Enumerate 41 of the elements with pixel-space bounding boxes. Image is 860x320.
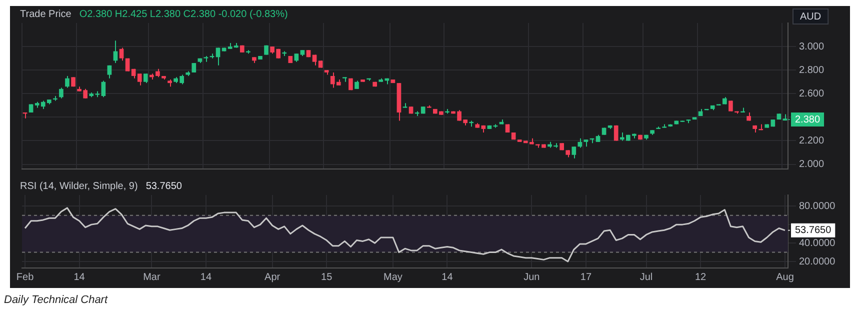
x-tick-label: Apr xyxy=(264,272,281,283)
y-tick-label: 80.0000 xyxy=(799,200,836,212)
x-tick-label: May xyxy=(383,272,402,283)
candlestick xyxy=(65,75,70,88)
candlestick xyxy=(119,47,124,62)
x-tick-label: 15 xyxy=(321,272,333,283)
annotation: 53.7650 xyxy=(795,225,832,236)
text: Daily Technical Chart xyxy=(4,294,108,306)
x-tick-label: 17 xyxy=(580,272,592,283)
candlestick xyxy=(125,58,130,72)
candlestick xyxy=(101,80,106,98)
annotation: 2.380 xyxy=(795,114,820,126)
x-tick-label: 14 xyxy=(442,272,454,283)
y-tick-label: 20.0000 xyxy=(799,256,836,268)
candlestick xyxy=(192,62,196,73)
y-tick-label: 2.800 xyxy=(799,64,824,76)
x-tick-label: 14 xyxy=(200,272,212,283)
x-tick-label: Feb xyxy=(16,272,34,283)
chart-title: RSI (14, Wilder, Simple, 9) xyxy=(20,181,138,192)
candlestick xyxy=(728,100,733,112)
y-tick-label: 3.000 xyxy=(799,41,824,52)
x-tick-label: Jul xyxy=(640,272,653,283)
candlestick xyxy=(143,73,148,84)
x-tick-label: Aug xyxy=(776,272,794,283)
x-tick-label: 14 xyxy=(74,272,86,283)
candlestick xyxy=(59,87,64,99)
candlestick xyxy=(216,47,220,66)
y-tick-label: 40.0000 xyxy=(799,238,836,249)
chart-subtitle: 53.7650 xyxy=(146,181,182,192)
y-tick-label: 2.200 xyxy=(799,135,824,146)
candlestick xyxy=(107,64,112,79)
x-tick-label: 12 xyxy=(694,272,707,283)
y-tick-label: 2.000 xyxy=(799,159,824,170)
chart-subtitle: O2.380 H2.425 L2.380 C2.380 -0.020 (-0.83%) xyxy=(79,9,288,20)
y-tick-label: 2.600 xyxy=(799,88,824,100)
y-axis-title: AUD xyxy=(800,11,822,22)
candlestick xyxy=(578,138,582,148)
chart-title: Trade Price xyxy=(20,9,72,20)
x-tick-label: Mar xyxy=(143,272,161,283)
candlestick xyxy=(572,146,576,159)
x-tick-label: Jun xyxy=(524,272,540,283)
